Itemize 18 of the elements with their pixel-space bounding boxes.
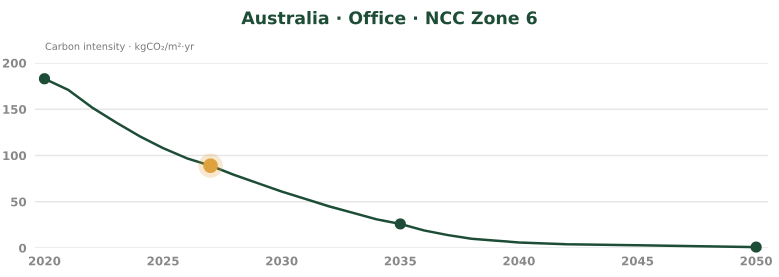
x-tick-label: 2045 [622, 256, 654, 266]
point [394, 218, 406, 230]
y-tick-label: 200 [2, 58, 26, 68]
y-tick-label: 150 [3, 104, 26, 114]
y-tick-label: 50 [11, 197, 26, 206]
x-tick-label: 2020 [28, 256, 60, 266]
chart-title: Australia · Office · NCC Zone 6 [241, 10, 537, 24]
x-tick-label: 2040 [503, 256, 535, 266]
point [38, 73, 50, 84]
point [750, 241, 762, 253]
point [198, 154, 223, 178]
y-tick-label: 100 [3, 151, 26, 160]
y-tick-label: 0 [19, 244, 26, 253]
x-tick-label: 2050 [740, 256, 772, 266]
x-tick-label: 2035 [384, 256, 416, 266]
y-axis-title: Carbon intensity · kgCO₂/m²·yr [46, 42, 194, 52]
x-tick-label: 2025 [148, 256, 179, 266]
x-tick-label: 2030 [266, 256, 298, 266]
